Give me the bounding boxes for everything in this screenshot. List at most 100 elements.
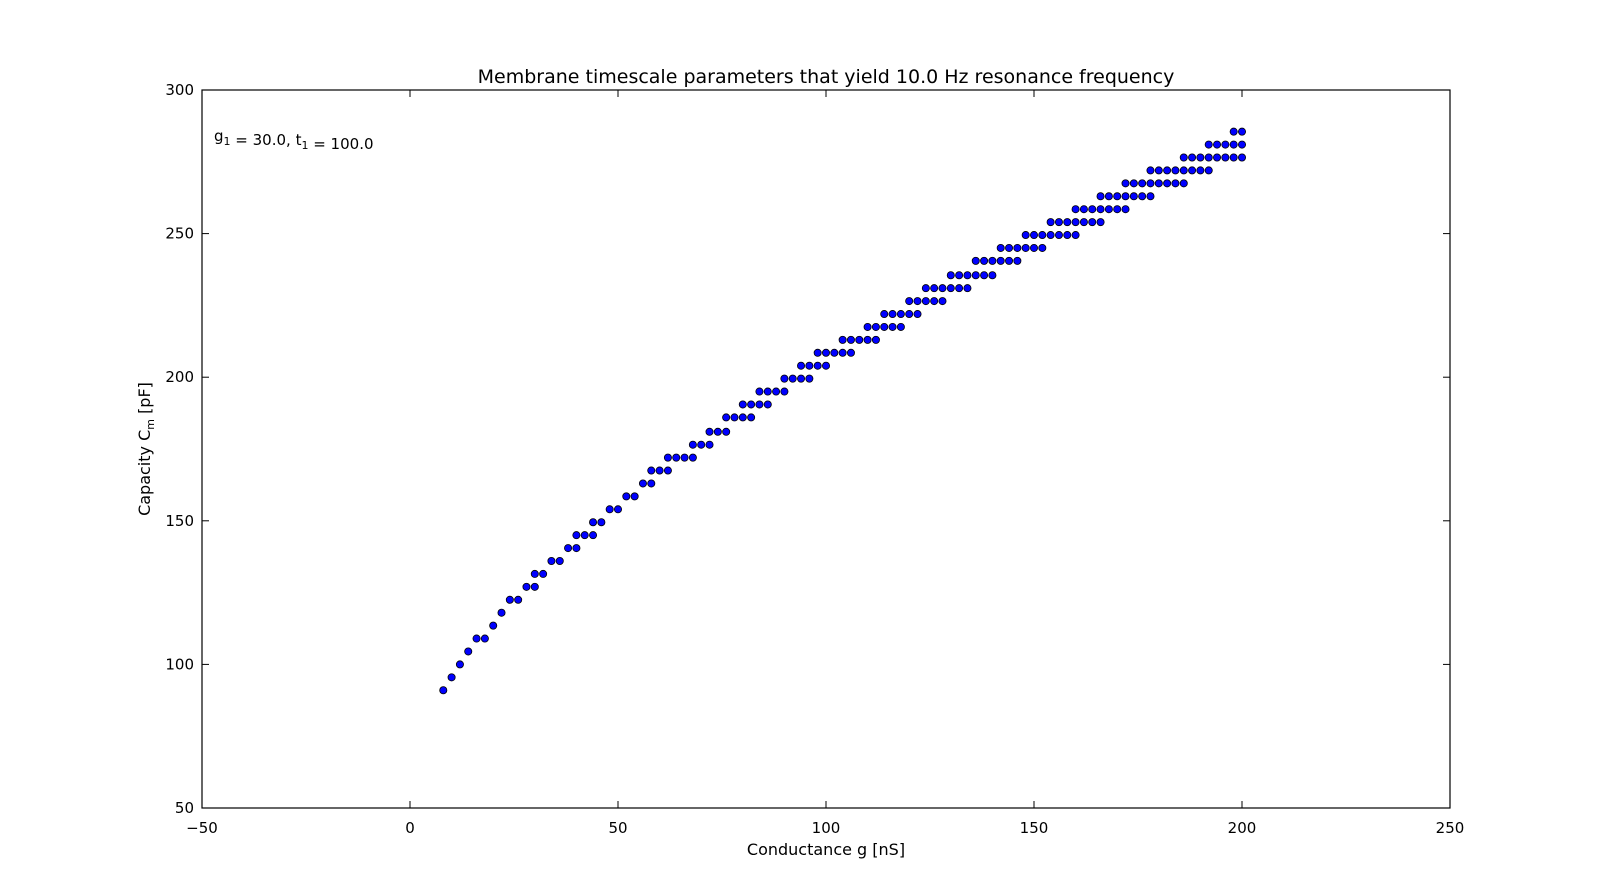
data-point <box>1054 218 1063 227</box>
data-point <box>1221 153 1230 162</box>
data-point <box>1005 256 1014 265</box>
data-point <box>1229 127 1238 136</box>
data-point <box>1071 218 1080 227</box>
data-point <box>1138 179 1147 188</box>
y-axis-label: Capacity Cm [pF] <box>135 382 157 516</box>
data-point <box>688 440 697 449</box>
data-point <box>930 297 939 306</box>
data-point <box>813 361 822 370</box>
data-point <box>655 466 664 475</box>
data-point <box>863 335 872 344</box>
y-tick-label: 250 <box>165 225 194 243</box>
data-point <box>1188 166 1197 175</box>
data-point <box>497 608 506 617</box>
data-point <box>1096 205 1105 214</box>
data-point <box>971 256 980 265</box>
data-point <box>1188 153 1197 162</box>
data-point <box>971 271 980 280</box>
data-point <box>539 569 548 578</box>
data-point <box>705 427 714 436</box>
data-point <box>863 322 872 331</box>
data-point <box>1179 179 1188 188</box>
data-point <box>1221 140 1230 149</box>
data-point <box>996 256 1005 265</box>
data-point <box>1163 179 1172 188</box>
data-point <box>880 322 889 331</box>
data-point <box>838 335 847 344</box>
data-point <box>505 595 514 604</box>
data-point <box>1046 231 1055 240</box>
data-point <box>722 413 731 422</box>
data-point <box>672 453 681 462</box>
data-point <box>663 453 672 462</box>
data-point <box>1038 231 1047 240</box>
data-point <box>996 243 1005 252</box>
data-point <box>955 271 964 280</box>
data-point <box>1213 140 1222 149</box>
data-point <box>1229 140 1238 149</box>
data-point <box>447 673 456 682</box>
data-point <box>1104 205 1113 214</box>
data-point <box>1238 140 1247 149</box>
data-point <box>738 400 747 409</box>
data-point <box>805 361 814 370</box>
data-point <box>747 400 756 409</box>
data-point <box>489 621 498 630</box>
data-point <box>1030 231 1039 240</box>
chart-title: Membrane timescale parameters that yield… <box>478 66 1175 88</box>
data-point <box>1071 231 1080 240</box>
data-point <box>705 440 714 449</box>
data-point <box>1046 218 1055 227</box>
data-point <box>1138 192 1147 201</box>
data-point <box>763 387 772 396</box>
data-point <box>572 531 581 540</box>
data-point <box>464 647 473 656</box>
data-point <box>530 569 539 578</box>
data-point <box>938 297 947 306</box>
x-tick-label: 50 <box>608 819 627 837</box>
data-point <box>921 297 930 306</box>
data-point <box>647 479 656 488</box>
data-point <box>1113 192 1122 201</box>
data-point <box>780 374 789 383</box>
data-point <box>1013 243 1022 252</box>
data-point <box>472 634 481 643</box>
x-tick-label: 200 <box>1228 819 1257 837</box>
data-point <box>846 335 855 344</box>
data-point <box>1146 179 1155 188</box>
y-tick-label: 50 <box>175 799 194 817</box>
data-point <box>1121 192 1130 201</box>
data-point <box>788 374 797 383</box>
data-point <box>1171 166 1180 175</box>
data-points <box>439 127 1247 695</box>
data-point <box>938 284 947 293</box>
data-point <box>1213 153 1222 162</box>
data-point <box>980 256 989 265</box>
data-point <box>871 322 880 331</box>
data-point <box>1204 140 1213 149</box>
y-tick-label: 200 <box>165 368 194 386</box>
data-point <box>1196 166 1205 175</box>
x-tick-label: 250 <box>1436 819 1465 837</box>
data-point <box>1021 243 1030 252</box>
data-point <box>738 413 747 422</box>
data-point <box>580 531 589 540</box>
tick-labels: −50 0 50 100 150 200 250 50 100 150 200 250 300 <box>165 81 1464 837</box>
data-point <box>1054 231 1063 240</box>
data-point <box>797 374 806 383</box>
plot-frame <box>201 89 1451 809</box>
data-point <box>896 310 905 319</box>
data-point <box>1196 153 1205 162</box>
data-point <box>1121 205 1130 214</box>
data-point <box>1088 205 1097 214</box>
data-point <box>663 466 672 475</box>
data-point <box>921 284 930 293</box>
data-point <box>755 400 764 409</box>
data-point <box>1005 243 1014 252</box>
data-point <box>1204 166 1213 175</box>
data-point <box>1163 166 1172 175</box>
data-point <box>638 479 647 488</box>
data-point <box>988 256 997 265</box>
data-point <box>722 427 731 436</box>
